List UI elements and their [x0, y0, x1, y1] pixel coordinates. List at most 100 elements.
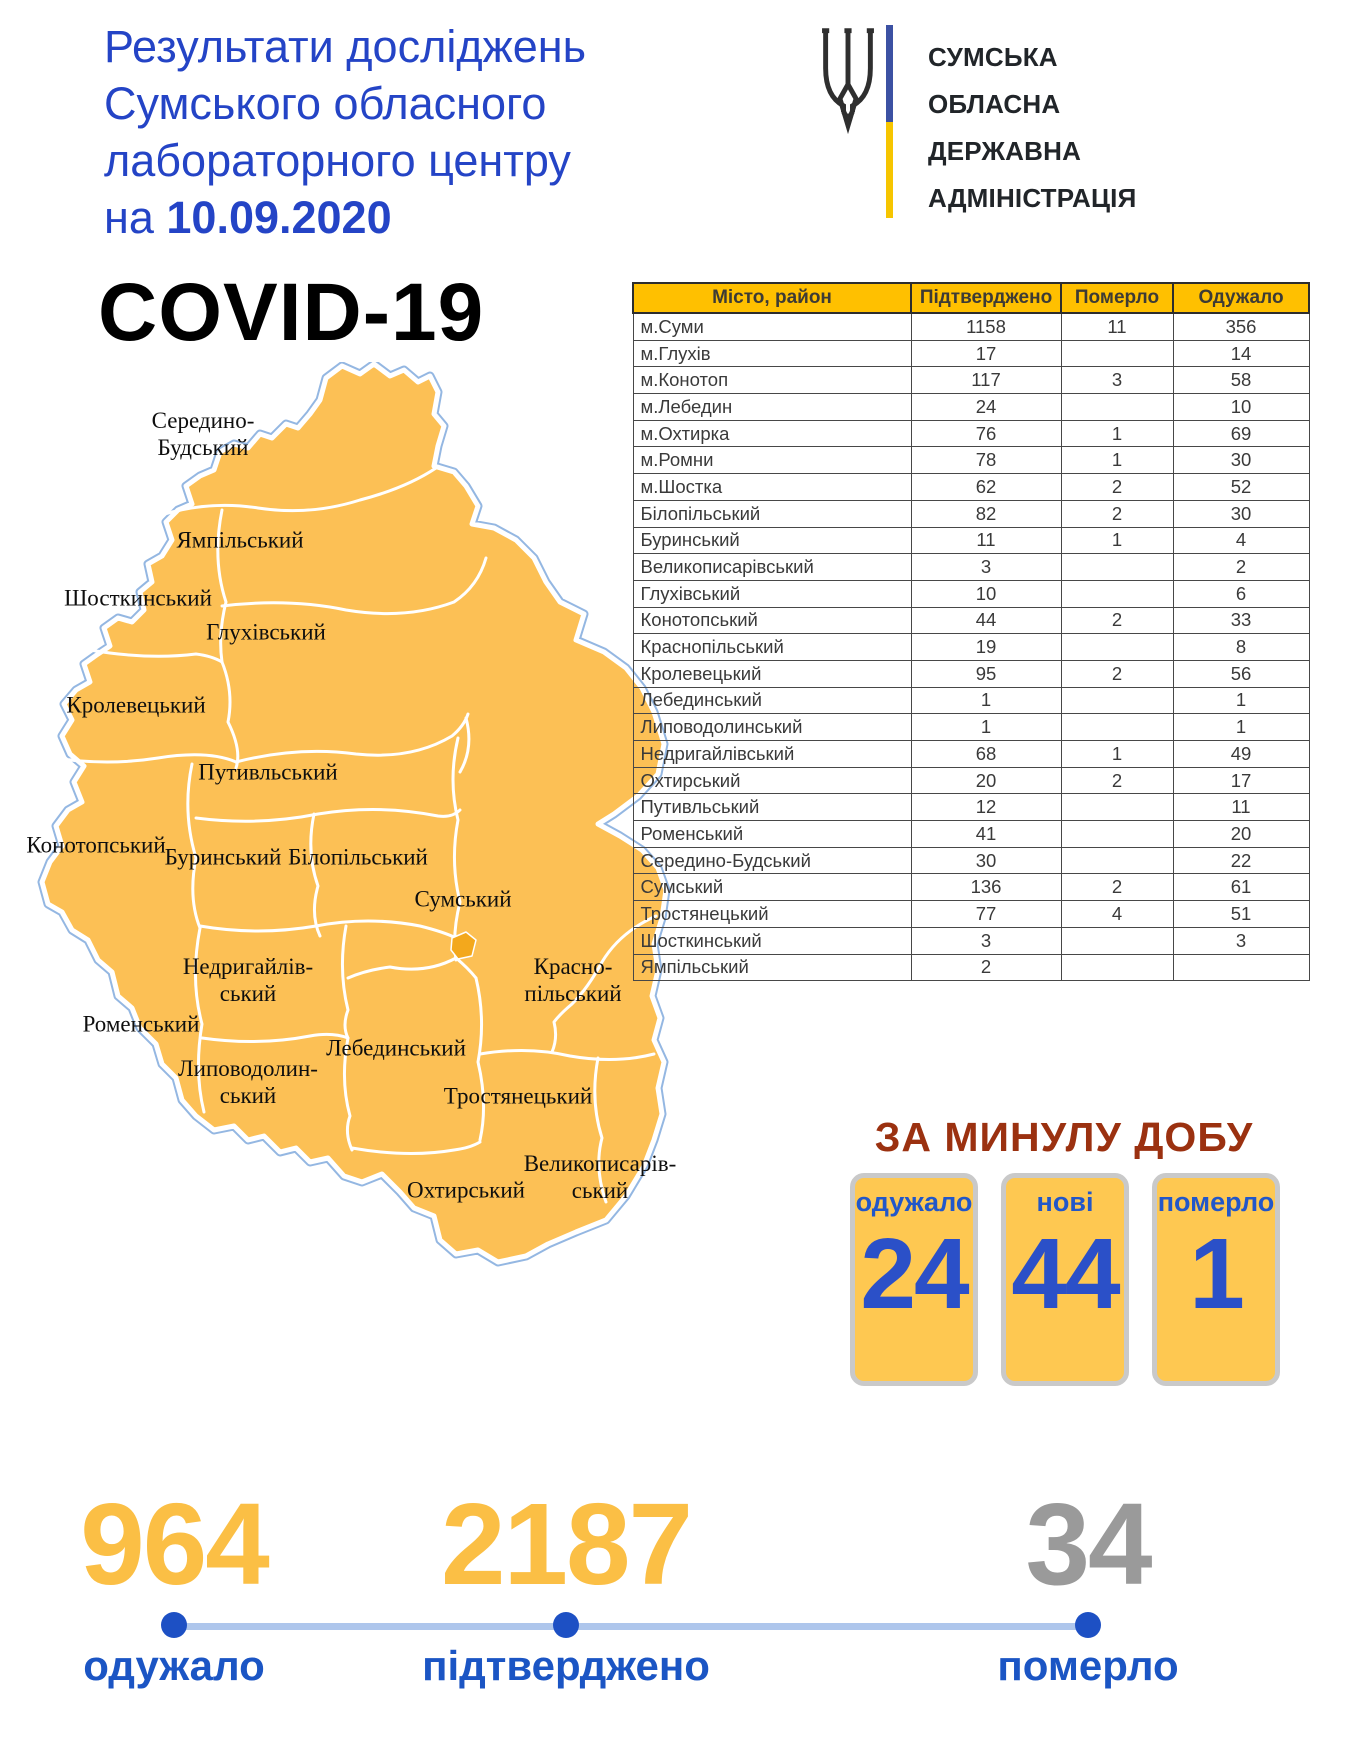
- cell-city: м.Лебедин: [632, 393, 912, 421]
- cell-recovered: 61: [1172, 873, 1310, 902]
- stats-table-body: м.Суми 1158 11 356 м.Глухів 17 14 м.Коно…: [632, 312, 1310, 982]
- total-value: 2187: [440, 1479, 693, 1609]
- logo-org-line: ДЕРЖАВНА: [928, 136, 1082, 166]
- cell-died: 2: [1060, 873, 1174, 902]
- cell-recovered: [1172, 953, 1310, 982]
- col-header-recovered: Одужало: [1172, 282, 1310, 314]
- table-row: Великописарівський 3 2: [632, 553, 1310, 581]
- daily-card-value: 1: [1189, 1218, 1245, 1330]
- map-district-label: Тростянецький: [443, 1083, 593, 1109]
- map-district-label: Лебединський: [326, 1035, 466, 1061]
- daily-heading: ЗА МИНУЛУ ДОБУ: [874, 1114, 1254, 1160]
- cell-recovered: 14: [1172, 339, 1310, 368]
- cell-died: 1: [1060, 419, 1174, 448]
- cell-recovered: 69: [1172, 419, 1310, 448]
- map-district-label: Ямпільський: [176, 527, 304, 553]
- map-district-label: Путивльський: [198, 759, 338, 785]
- table-row: Путивльський 12 11: [632, 793, 1310, 822]
- cell-recovered: 2: [1172, 553, 1310, 581]
- cell-recovered: 33: [1172, 606, 1310, 635]
- map-district-label: Недригайлів- ський: [182, 954, 314, 1006]
- cell-recovered: 356: [1172, 312, 1310, 341]
- region-map: Середино- Будський Ямпільський Шосткинськи…: [8, 362, 676, 1267]
- cell-city: м.Глухів: [632, 339, 912, 368]
- daily-card: одужало 24: [850, 1173, 978, 1386]
- table-row: Конотопський 44 2 33: [632, 606, 1310, 635]
- total-label: підтверджено: [422, 1642, 710, 1689]
- cell-confirmed: 1: [910, 686, 1062, 715]
- cell-recovered: 20: [1172, 820, 1310, 848]
- cell-died: [1060, 393, 1174, 421]
- table-row: Буринський 11 1 4: [632, 526, 1310, 555]
- table-row: м.Охтирка 76 1 69: [632, 419, 1310, 448]
- cell-died: 3: [1060, 366, 1174, 395]
- cell-recovered: 56: [1172, 659, 1310, 688]
- daily-card-label: померло: [1157, 1187, 1275, 1217]
- cell-died: 2: [1060, 606, 1174, 635]
- cell-city: Липоводолинський: [632, 713, 912, 741]
- cell-recovered: 30: [1172, 446, 1310, 475]
- region-map-svg: [37, 362, 671, 1267]
- table-row: м.Глухів 17 14: [632, 339, 1310, 368]
- cell-recovered: 11: [1172, 793, 1310, 822]
- cell-confirmed: 44: [910, 606, 1062, 635]
- cell-died: [1060, 579, 1174, 608]
- table-row: Недригайлівський 68 1 49: [632, 740, 1310, 768]
- cell-died: [1060, 793, 1174, 822]
- map-district-label: Липоводолин- ський: [178, 1056, 318, 1108]
- cell-city: Конотопський: [632, 606, 912, 635]
- cell-recovered: 3: [1172, 926, 1310, 955]
- cell-died: 1: [1060, 446, 1174, 475]
- logo-org-line: ОБЛАСНА: [928, 89, 1061, 119]
- cell-died: 2: [1060, 659, 1174, 688]
- cell-died: 2: [1060, 766, 1174, 795]
- cell-died: [1060, 686, 1174, 715]
- total-label: померло: [997, 1642, 1179, 1689]
- cell-confirmed: 3: [910, 926, 1062, 955]
- report-date: 10.09.2020: [166, 192, 392, 243]
- cell-died: [1060, 926, 1174, 955]
- cell-city: м.Ромни: [632, 446, 912, 475]
- daily-card-value: 44: [1011, 1218, 1120, 1330]
- map-region-fill: [39, 362, 669, 1265]
- cell-confirmed: 3: [910, 553, 1062, 581]
- timeline-dot: [1075, 1612, 1101, 1638]
- cell-confirmed: 95: [910, 659, 1062, 688]
- cases-table: Місто, район Підтверджено Померло Одужал…: [632, 282, 1310, 982]
- flag-yellow-half: [886, 121, 893, 218]
- logo-org-line: АДМІНІСТРАЦІЯ: [928, 183, 1137, 213]
- cell-died: [1060, 846, 1174, 875]
- cell-city: Кролевецький: [632, 659, 912, 688]
- cell-confirmed: 19: [910, 633, 1062, 661]
- map-district-label: Роменський: [82, 1011, 200, 1037]
- cell-confirmed: 2: [910, 953, 1062, 982]
- cell-died: [1060, 339, 1174, 368]
- map-district-label: Охтирський: [407, 1177, 525, 1203]
- cell-died: [1060, 820, 1174, 848]
- report-date-line: на 10.09.2020: [104, 189, 586, 246]
- map-district-label: Шосткинський: [64, 585, 212, 611]
- tryzub-trident-icon: [822, 28, 874, 135]
- date-prefix: на: [104, 192, 167, 243]
- table-row: Глухівський 10 6: [632, 579, 1310, 608]
- timeline-dot: [161, 1612, 187, 1638]
- report-title: Результати досліджень Сумського обласног…: [104, 18, 586, 246]
- table-row: Лебединський 1 1: [632, 686, 1310, 715]
- cell-city: Середино-Будський: [632, 846, 912, 875]
- table-row: Липоводолинський 1 1: [632, 713, 1310, 741]
- cell-city: Роменський: [632, 820, 912, 848]
- daily-card: померло 1: [1152, 1173, 1280, 1386]
- table-row: Сумський 136 2 61: [632, 873, 1310, 902]
- cell-confirmed: 82: [910, 499, 1062, 528]
- cell-recovered: 17: [1172, 766, 1310, 795]
- cell-died: 1: [1060, 740, 1174, 768]
- flag-bar: [886, 25, 893, 218]
- cell-city: м.Охтирка: [632, 419, 912, 448]
- map-district-label: Середино- Будський: [151, 408, 255, 460]
- cell-confirmed: 68: [910, 740, 1062, 768]
- cell-died: [1060, 553, 1174, 581]
- table-row: Шосткинський 3 3: [632, 926, 1310, 955]
- cell-died: 2: [1060, 473, 1174, 501]
- district-borders: [52, 466, 658, 1204]
- total-stat: 2187 підтверджено: [306, 1479, 826, 1690]
